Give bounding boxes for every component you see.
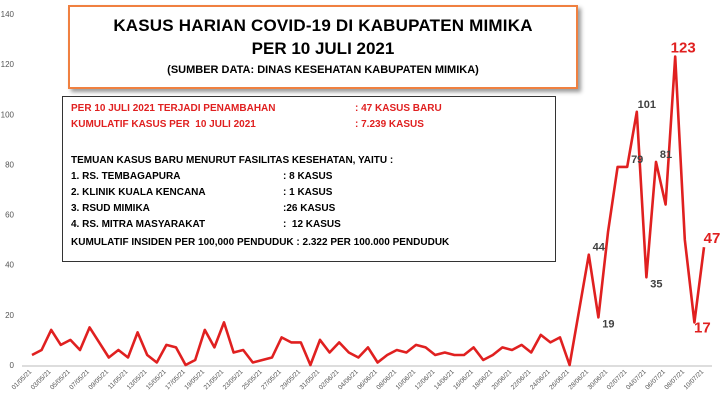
facility-name: 3. RSUD MIMIKA bbox=[71, 203, 150, 214]
facility-name: 4. RS. MITRA MASYARAKAT bbox=[71, 219, 206, 230]
y-tick-label: 0 bbox=[10, 361, 15, 370]
highlight-value: : 7.239 KASUS bbox=[355, 119, 424, 130]
y-tick-label: 100 bbox=[1, 110, 15, 119]
facility-name: 1. RS. TEMBAGAPURA bbox=[71, 171, 181, 182]
data-label: 44 bbox=[593, 242, 606, 254]
y-tick-label: 60 bbox=[5, 211, 14, 220]
y-tick-label: 20 bbox=[5, 311, 14, 320]
data-label: 101 bbox=[638, 99, 656, 111]
incidence-note: KUMULATIF INSIDEN PER 100,000 PENDUDUK :… bbox=[71, 237, 450, 248]
data-label: 35 bbox=[650, 278, 662, 290]
chart-title: KASUS HARIAN COVID-19 DI KABUPATEN MIMIK… bbox=[113, 16, 533, 35]
facility-count: : 12 KASUS bbox=[283, 219, 341, 230]
facility-count: :26 KASUS bbox=[283, 203, 336, 214]
y-tick-label: 140 bbox=[1, 10, 15, 19]
y-tick-label: 80 bbox=[5, 160, 14, 169]
x-tick-label: 10/07/21 bbox=[683, 368, 706, 391]
data-label: 47 bbox=[704, 230, 720, 247]
facility-count: : 8 KASUS bbox=[283, 171, 333, 182]
data-label: 123 bbox=[671, 40, 696, 57]
title-box: KASUS HARIAN COVID-19 DI KABUPATEN MIMIK… bbox=[68, 5, 578, 89]
y-tick-label: 40 bbox=[5, 261, 14, 270]
highlight-value: : 47 KASUS BARU bbox=[355, 103, 442, 114]
y-tick-label: 120 bbox=[1, 60, 15, 69]
facility-count: : 1 KASUS bbox=[283, 187, 333, 198]
info-box: TEMUAN KASUS BARU MENURUT FASILITAS KESE… bbox=[62, 96, 556, 262]
highlight-label: KUMULATIF KASUS PER 10 JULI 2021 bbox=[71, 119, 256, 130]
data-label: 79 bbox=[631, 154, 643, 166]
source-note: (SUMBER DATA: DINAS KESEHATAN KABUPATEN … bbox=[167, 64, 479, 76]
chart-subtitle: PER 10 JULI 2021 bbox=[251, 39, 395, 58]
line-series bbox=[31, 55, 706, 367]
facility-name: 2. KLINIK KUALA KENCANA bbox=[71, 187, 206, 198]
data-label: 19 bbox=[602, 318, 614, 330]
data-label: 81 bbox=[660, 149, 672, 161]
highlight-label: PER 10 JULI 2021 TERJADI PENAMBAHAN bbox=[71, 103, 276, 114]
x-tick-label: 09/05/21 bbox=[87, 368, 110, 391]
facilities-heading: TEMUAN KASUS BARU MENURUT FASILITAS KESE… bbox=[71, 155, 394, 166]
data-label: 17 bbox=[694, 319, 711, 336]
